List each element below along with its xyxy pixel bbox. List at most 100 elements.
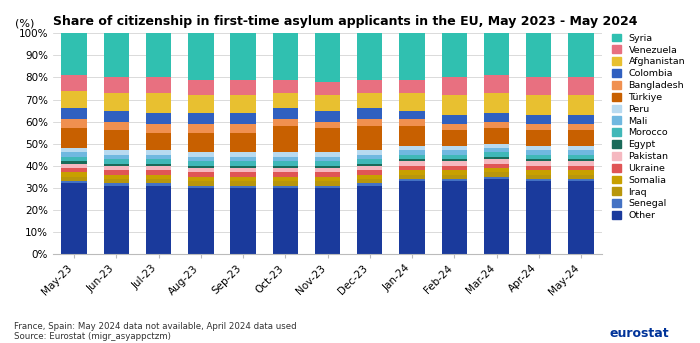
Bar xyxy=(357,155,382,159)
Bar xyxy=(104,170,129,175)
Bar xyxy=(442,95,467,115)
Bar xyxy=(400,179,425,181)
Bar xyxy=(62,161,87,164)
Bar xyxy=(230,161,256,166)
Bar xyxy=(62,172,87,177)
Bar xyxy=(400,110,425,119)
Bar xyxy=(400,33,425,80)
Bar xyxy=(568,161,594,166)
Bar xyxy=(315,172,340,177)
Bar xyxy=(442,179,467,181)
Bar xyxy=(357,126,382,150)
Bar xyxy=(526,181,552,254)
Bar xyxy=(188,33,214,80)
Bar xyxy=(484,172,509,177)
Bar xyxy=(104,179,129,184)
Bar xyxy=(230,186,256,188)
Bar xyxy=(146,166,172,170)
Bar xyxy=(146,155,172,159)
Bar xyxy=(442,124,467,130)
Bar xyxy=(400,93,425,110)
Bar xyxy=(146,124,172,133)
Bar xyxy=(230,177,256,181)
Bar xyxy=(442,78,467,95)
Bar xyxy=(400,170,425,175)
Bar xyxy=(442,130,467,146)
Bar xyxy=(315,82,340,95)
Bar xyxy=(568,159,594,161)
Legend: Syria, Venezuela, Afghanistan, Colombia, Bangladesh, Türkiye, Peru, Mali, Morocc: Syria, Venezuela, Afghanistan, Colombia,… xyxy=(612,34,685,220)
Bar xyxy=(188,186,214,188)
Bar xyxy=(230,168,256,172)
Bar xyxy=(315,166,340,168)
Bar xyxy=(188,95,214,113)
Bar xyxy=(315,153,340,157)
Bar xyxy=(315,177,340,181)
Bar xyxy=(62,164,87,168)
Bar xyxy=(62,91,87,108)
Bar xyxy=(315,161,340,166)
Bar xyxy=(104,150,129,155)
Bar xyxy=(357,179,382,184)
Bar xyxy=(62,168,87,172)
Bar xyxy=(442,181,467,254)
Bar xyxy=(442,33,467,78)
Bar xyxy=(146,170,172,175)
Bar xyxy=(273,177,298,181)
Bar xyxy=(104,93,129,110)
Bar xyxy=(104,186,129,254)
Bar xyxy=(568,130,594,146)
Bar xyxy=(315,168,340,172)
Bar xyxy=(62,119,87,128)
Bar xyxy=(62,177,87,181)
Bar xyxy=(188,177,214,181)
Bar xyxy=(62,75,87,91)
Bar xyxy=(315,33,340,82)
Bar xyxy=(315,95,340,110)
Bar xyxy=(400,161,425,166)
Bar xyxy=(273,119,298,126)
Bar xyxy=(315,157,340,161)
Bar xyxy=(526,146,552,150)
Bar xyxy=(230,188,256,254)
Bar xyxy=(357,119,382,126)
Bar xyxy=(568,166,594,170)
Bar xyxy=(62,148,87,153)
Bar xyxy=(526,166,552,170)
Bar xyxy=(400,155,425,159)
Bar xyxy=(230,172,256,177)
Bar xyxy=(188,124,214,133)
Bar xyxy=(357,33,382,80)
Bar xyxy=(442,166,467,170)
Text: Share of citizenship in first-time asylum applicants in the EU, May 2023 - May 2: Share of citizenship in first-time asylu… xyxy=(53,15,638,28)
Bar xyxy=(526,124,552,130)
Bar xyxy=(442,146,467,150)
Bar xyxy=(357,175,382,179)
Bar xyxy=(104,78,129,93)
Bar xyxy=(146,150,172,155)
Bar xyxy=(188,168,214,172)
Bar xyxy=(62,128,87,148)
Bar xyxy=(568,124,594,130)
Bar xyxy=(230,157,256,161)
Bar xyxy=(400,146,425,150)
Bar xyxy=(568,175,594,179)
Bar xyxy=(230,113,256,124)
Bar xyxy=(273,126,298,153)
Bar xyxy=(62,181,87,184)
Bar xyxy=(400,175,425,179)
Bar xyxy=(400,80,425,93)
Bar xyxy=(230,95,256,113)
Bar xyxy=(526,150,552,155)
Bar xyxy=(315,110,340,122)
Bar xyxy=(104,166,129,170)
Bar xyxy=(442,161,467,166)
Bar xyxy=(442,150,467,155)
Bar xyxy=(146,159,172,164)
Bar xyxy=(273,153,298,157)
Bar xyxy=(442,159,467,161)
Bar xyxy=(104,164,129,166)
Bar xyxy=(526,130,552,146)
Bar xyxy=(568,78,594,95)
Bar xyxy=(146,133,172,150)
